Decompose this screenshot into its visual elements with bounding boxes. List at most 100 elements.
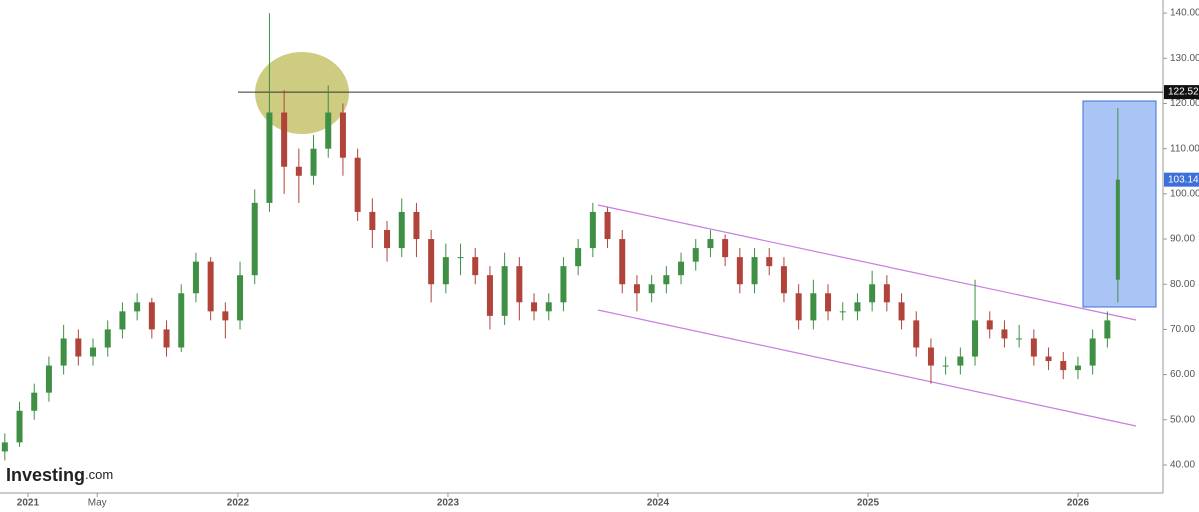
y-tick-label: 70.00 (1170, 324, 1195, 335)
candle-body (339, 112, 346, 158)
candle-body (1060, 361, 1067, 371)
candle-body (604, 211, 611, 240)
x-tick-label: 2026 (1067, 498, 1090, 509)
candle-body (942, 365, 949, 367)
candle-body (266, 112, 273, 203)
candle-body (310, 148, 317, 176)
candle-body (1089, 338, 1096, 366)
candle-body (384, 230, 391, 249)
candle-body (854, 302, 861, 312)
candle-body (516, 266, 523, 303)
candle-body (178, 293, 185, 348)
candle-body (1115, 179, 1120, 280)
candle-body (1045, 356, 1052, 362)
candle-body (839, 311, 846, 313)
candle-body (428, 239, 435, 285)
candle-body (972, 320, 979, 357)
y-tick-label: 60.00 (1170, 369, 1195, 380)
candle-body (104, 329, 111, 348)
candle-body (883, 284, 890, 303)
candle-body (413, 211, 420, 240)
candle-body (766, 257, 773, 267)
x-tick-label: May (88, 498, 107, 509)
candle-body (1104, 320, 1111, 339)
candle-body (192, 261, 199, 294)
candle-body (825, 293, 832, 312)
candle-body (207, 261, 214, 312)
y-tick-label: 90.00 (1170, 234, 1195, 245)
brand: Investing.com (6, 465, 113, 485)
candle-body (442, 257, 449, 285)
candle-body (913, 320, 920, 348)
candle-body (898, 302, 905, 321)
candle-body (295, 166, 302, 176)
y-tick-label: 120.00 (1170, 98, 1199, 109)
candle-body (486, 275, 493, 316)
candle-body (986, 320, 993, 330)
candle-body (780, 266, 787, 294)
y-tick-label: 50.00 (1170, 414, 1195, 425)
channel-lower (597, 309, 1137, 427)
y-tick-label: 80.00 (1170, 279, 1195, 290)
y-tick-label: 140.00 (1170, 8, 1199, 19)
candle-body (148, 302, 155, 330)
candle-body (810, 293, 817, 321)
x-tick-label: 2023 (437, 498, 460, 509)
candle-body (619, 239, 626, 285)
candle-body (251, 202, 258, 276)
candle-body (325, 112, 332, 149)
candle-body (45, 365, 52, 393)
candle-body (134, 302, 141, 312)
candle-body (869, 284, 876, 303)
candle-body (707, 239, 714, 249)
candle-body (281, 112, 288, 167)
last-price-label: 103.14 (1168, 174, 1199, 185)
candle-body (472, 257, 479, 276)
candle-body (119, 311, 126, 330)
candle-body (663, 275, 670, 285)
candle-body (90, 347, 97, 357)
channel-upper (597, 204, 1137, 321)
x-tick-label: 2021 (17, 498, 40, 509)
candle-body (1016, 338, 1023, 340)
candle-body (633, 284, 640, 294)
candle-body (795, 293, 802, 321)
candle-body (457, 257, 464, 259)
hline-label: 122.52 (1168, 87, 1199, 98)
candle-body (1, 442, 8, 452)
x-tick-label: 2025 (857, 498, 880, 509)
candle-body (16, 410, 23, 443)
candle-body (957, 356, 964, 366)
candle-body (369, 211, 376, 231)
x-tick-label: 2024 (647, 498, 670, 509)
candle-body (398, 211, 405, 249)
candle-body (751, 257, 758, 285)
candle-body (501, 266, 508, 316)
candle-body (60, 338, 67, 366)
last-price-tag (1164, 172, 1199, 187)
x-tick-label: 2022 (227, 498, 250, 509)
y-tick-label: 130.00 (1170, 53, 1199, 64)
candle-body (736, 257, 743, 285)
brand-suffix: .com (85, 467, 113, 482)
candle-body (354, 157, 361, 212)
brand-name: Investing (6, 465, 85, 485)
y-tick-label: 100.00 (1170, 188, 1199, 199)
candle-body (678, 261, 685, 276)
candle-body (648, 284, 655, 294)
y-tick-label: 110.00 (1170, 143, 1199, 154)
hline-tag (1164, 85, 1199, 100)
candle-body (163, 329, 170, 348)
candle-body (237, 275, 244, 321)
candle-body (531, 302, 538, 312)
candle-body (31, 392, 38, 411)
y-tick-label: 40.00 (1170, 460, 1195, 471)
candle-body (1030, 338, 1037, 357)
candle-body (1074, 365, 1081, 371)
candle-body (575, 248, 582, 267)
candle-body (1001, 329, 1008, 339)
candle-body (560, 266, 567, 303)
candle-body (75, 338, 82, 357)
